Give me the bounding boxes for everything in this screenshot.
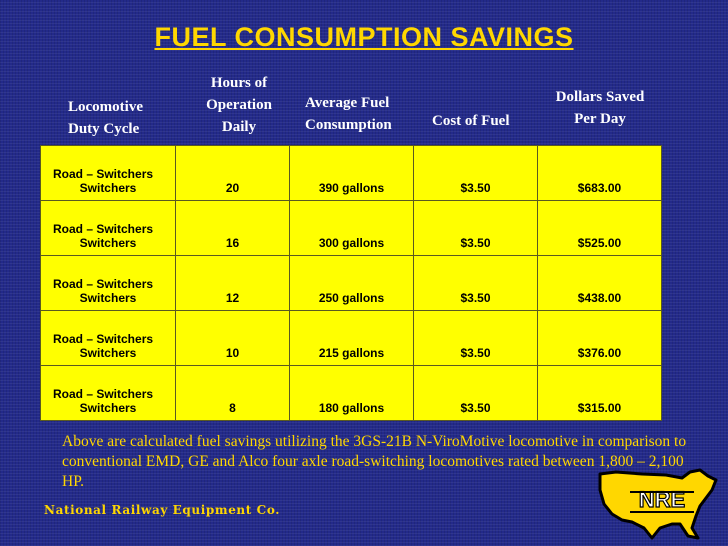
avg-consumption-cell: 390 gallons bbox=[289, 145, 414, 201]
nre-us-map-logo-icon: NRE bbox=[598, 468, 718, 540]
header-dollars-saved: Dollars Saved Per Day bbox=[555, 89, 645, 127]
duty-cycle-cell: Road – Switchers Switchers bbox=[40, 200, 176, 256]
table-row: Road – Switchers Switchers 16 300 gallons $3… bbox=[40, 200, 662, 256]
hours-cell: 20 bbox=[175, 145, 290, 201]
table-row: Road – Switchers Switchers 10 215 gallons $3… bbox=[40, 310, 662, 366]
header-duty-cycle: Locomotive Duty Cycle bbox=[68, 99, 143, 137]
duty-cycle-cell: Road – Switchers Switchers bbox=[40, 255, 176, 311]
us-map-shape bbox=[598, 468, 718, 540]
duty-cycle-line2: Switchers bbox=[79, 236, 137, 250]
dollars-saved-cell-value: $525.00 bbox=[577, 236, 622, 250]
table-row: Road – Switchers Switchers 12 250 gallons $3… bbox=[40, 255, 662, 311]
cost-of-fuel-cell: $3.50 bbox=[413, 310, 538, 366]
duty-cycle-line2: Switchers bbox=[79, 181, 137, 195]
dollars-saved-cell: $525.00 bbox=[537, 200, 662, 256]
footnote: Above are calculated fuel savings utiliz… bbox=[62, 433, 687, 490]
avg-consumption-cell: 300 gallons bbox=[289, 200, 414, 256]
hours-cell-value: 20 bbox=[225, 181, 240, 195]
dollars-saved-cell: $315.00 bbox=[537, 365, 662, 421]
cost-of-fuel-cell-value: $3.50 bbox=[460, 181, 491, 195]
cost-of-fuel-cell-value: $3.50 bbox=[460, 346, 491, 360]
hours-cell-value: 12 bbox=[225, 291, 240, 305]
nre-logo-text: NRE bbox=[639, 487, 685, 512]
fuel-savings-table: Road – Switchers Switchers 20 390 gallons $3… bbox=[40, 145, 662, 421]
table-row: Road – Switchers Switchers 8 180 gallons $3.… bbox=[40, 365, 662, 421]
hours-cell: 10 bbox=[175, 310, 290, 366]
dollars-saved-cell: $376.00 bbox=[537, 310, 662, 366]
page-title: FUEL CONSUMPTION SAVINGS bbox=[154, 22, 574, 52]
company-name: National Railway Equipment Co. bbox=[44, 503, 280, 517]
dollars-saved-cell-value: $438.00 bbox=[577, 291, 622, 305]
hours-cell-value: 10 bbox=[225, 346, 240, 360]
cost-of-fuel-cell: $3.50 bbox=[413, 200, 538, 256]
avg-consumption-cell: 180 gallons bbox=[289, 365, 414, 421]
dollars-saved-cell: $438.00 bbox=[537, 255, 662, 311]
cost-of-fuel-cell: $3.50 bbox=[413, 145, 538, 201]
duty-cycle-line1: Road – Switchers bbox=[53, 332, 154, 346]
hours-cell: 16 bbox=[175, 200, 290, 256]
cost-of-fuel-cell-value: $3.50 bbox=[460, 401, 491, 415]
hours-cell: 8 bbox=[175, 365, 290, 421]
avg-consumption-cell-value: 180 gallons bbox=[318, 401, 385, 415]
header-cost-of-fuel: Cost of Fuel bbox=[432, 113, 510, 129]
cost-of-fuel-cell-value: $3.50 bbox=[460, 236, 491, 250]
duty-cycle-line2: Switchers bbox=[79, 401, 137, 415]
duty-cycle-cell: Road – Switchers Switchers bbox=[40, 145, 176, 201]
cost-of-fuel-cell-value: $3.50 bbox=[460, 291, 491, 305]
avg-consumption-cell: 215 gallons bbox=[289, 310, 414, 366]
duty-cycle-line1: Road – Switchers bbox=[53, 277, 154, 291]
hours-cell-value: 8 bbox=[229, 401, 236, 415]
hours-cell: 12 bbox=[175, 255, 290, 311]
duty-cycle-line1: Road – Switchers bbox=[53, 387, 154, 401]
cost-of-fuel-cell: $3.50 bbox=[413, 255, 538, 311]
dollars-saved-cell-value: $315.00 bbox=[577, 401, 622, 415]
avg-consumption-cell-value: 390 gallons bbox=[318, 181, 385, 195]
dollars-saved-cell: $683.00 bbox=[537, 145, 662, 201]
table-row: Road – Switchers Switchers 20 390 gallons $3… bbox=[40, 145, 662, 201]
header-average-fuel: Average Fuel Consumption bbox=[305, 95, 392, 133]
duty-cycle-line2: Switchers bbox=[79, 291, 137, 305]
avg-consumption-cell-value: 250 gallons bbox=[318, 291, 385, 305]
cost-of-fuel-cell: $3.50 bbox=[413, 365, 538, 421]
duty-cycle-line1: Road – Switchers bbox=[53, 222, 154, 236]
duty-cycle-line2: Switchers bbox=[79, 346, 137, 360]
table-body: Road – Switchers Switchers 20 390 gallons $3… bbox=[40, 145, 662, 421]
header-hours: Hours of Operation Daily bbox=[206, 75, 272, 135]
dollars-saved-cell-value: $376.00 bbox=[577, 346, 622, 360]
hours-cell-value: 16 bbox=[225, 236, 240, 250]
avg-consumption-cell-value: 215 gallons bbox=[318, 346, 385, 360]
duty-cycle-line1: Road – Switchers bbox=[53, 167, 154, 181]
dollars-saved-cell-value: $683.00 bbox=[577, 181, 622, 195]
avg-consumption-cell: 250 gallons bbox=[289, 255, 414, 311]
duty-cycle-cell: Road – Switchers Switchers bbox=[40, 365, 176, 421]
avg-consumption-cell-value: 300 gallons bbox=[318, 236, 385, 250]
duty-cycle-cell: Road – Switchers Switchers bbox=[40, 310, 176, 366]
